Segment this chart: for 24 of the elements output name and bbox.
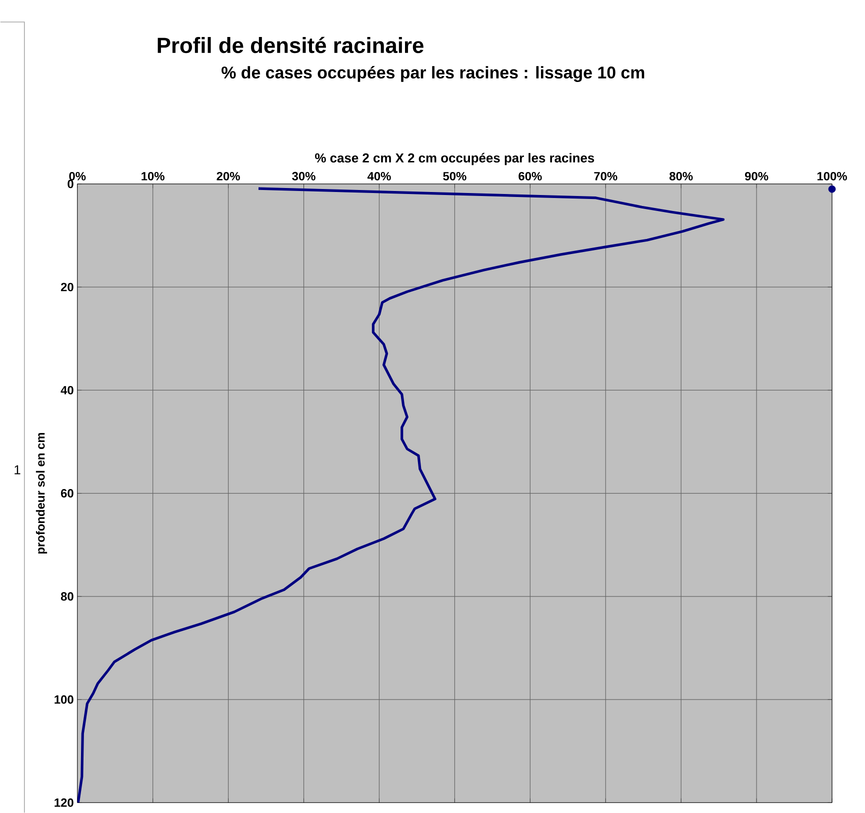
y-tick-label: 0	[68, 180, 74, 188]
y-tick-label: 40	[60, 386, 74, 394]
line-series	[77, 187, 725, 803]
x-tick-label: 30%	[292, 172, 316, 180]
chart-title: Profil de densité racinaire	[158, 36, 424, 54]
y-tick-label: 120	[54, 798, 74, 807]
x-tick-label: 20%	[216, 172, 240, 180]
y-tick-label: 80	[60, 592, 74, 601]
chart-subtitle: % de cases occupées par les racines : lissage 10 cm	[222, 66, 644, 82]
y-tick-label: 60	[60, 489, 74, 498]
x-tick-label: 70%	[594, 172, 618, 180]
text: 1	[14, 465, 20, 474]
x-tick-label: 40%	[367, 172, 391, 180]
x-tick-label: 100%	[817, 172, 847, 180]
x-tick-label: 10%	[142, 172, 164, 180]
x-tick-label: 60%	[518, 172, 542, 180]
x-tick-label: 0%	[69, 172, 86, 180]
x-tick-label: 90%	[745, 172, 768, 180]
x-axis-title: % case 2 cm X 2 cm occupées par les racines	[315, 152, 594, 166]
y-tick-label: 100	[54, 695, 74, 704]
y-axis-title: profondeur sol en cm	[36, 432, 48, 554]
x-tick-label: 50%	[443, 172, 466, 180]
y-tick-label: 20	[60, 282, 74, 292]
x-tick-label: 80%	[670, 172, 693, 180]
